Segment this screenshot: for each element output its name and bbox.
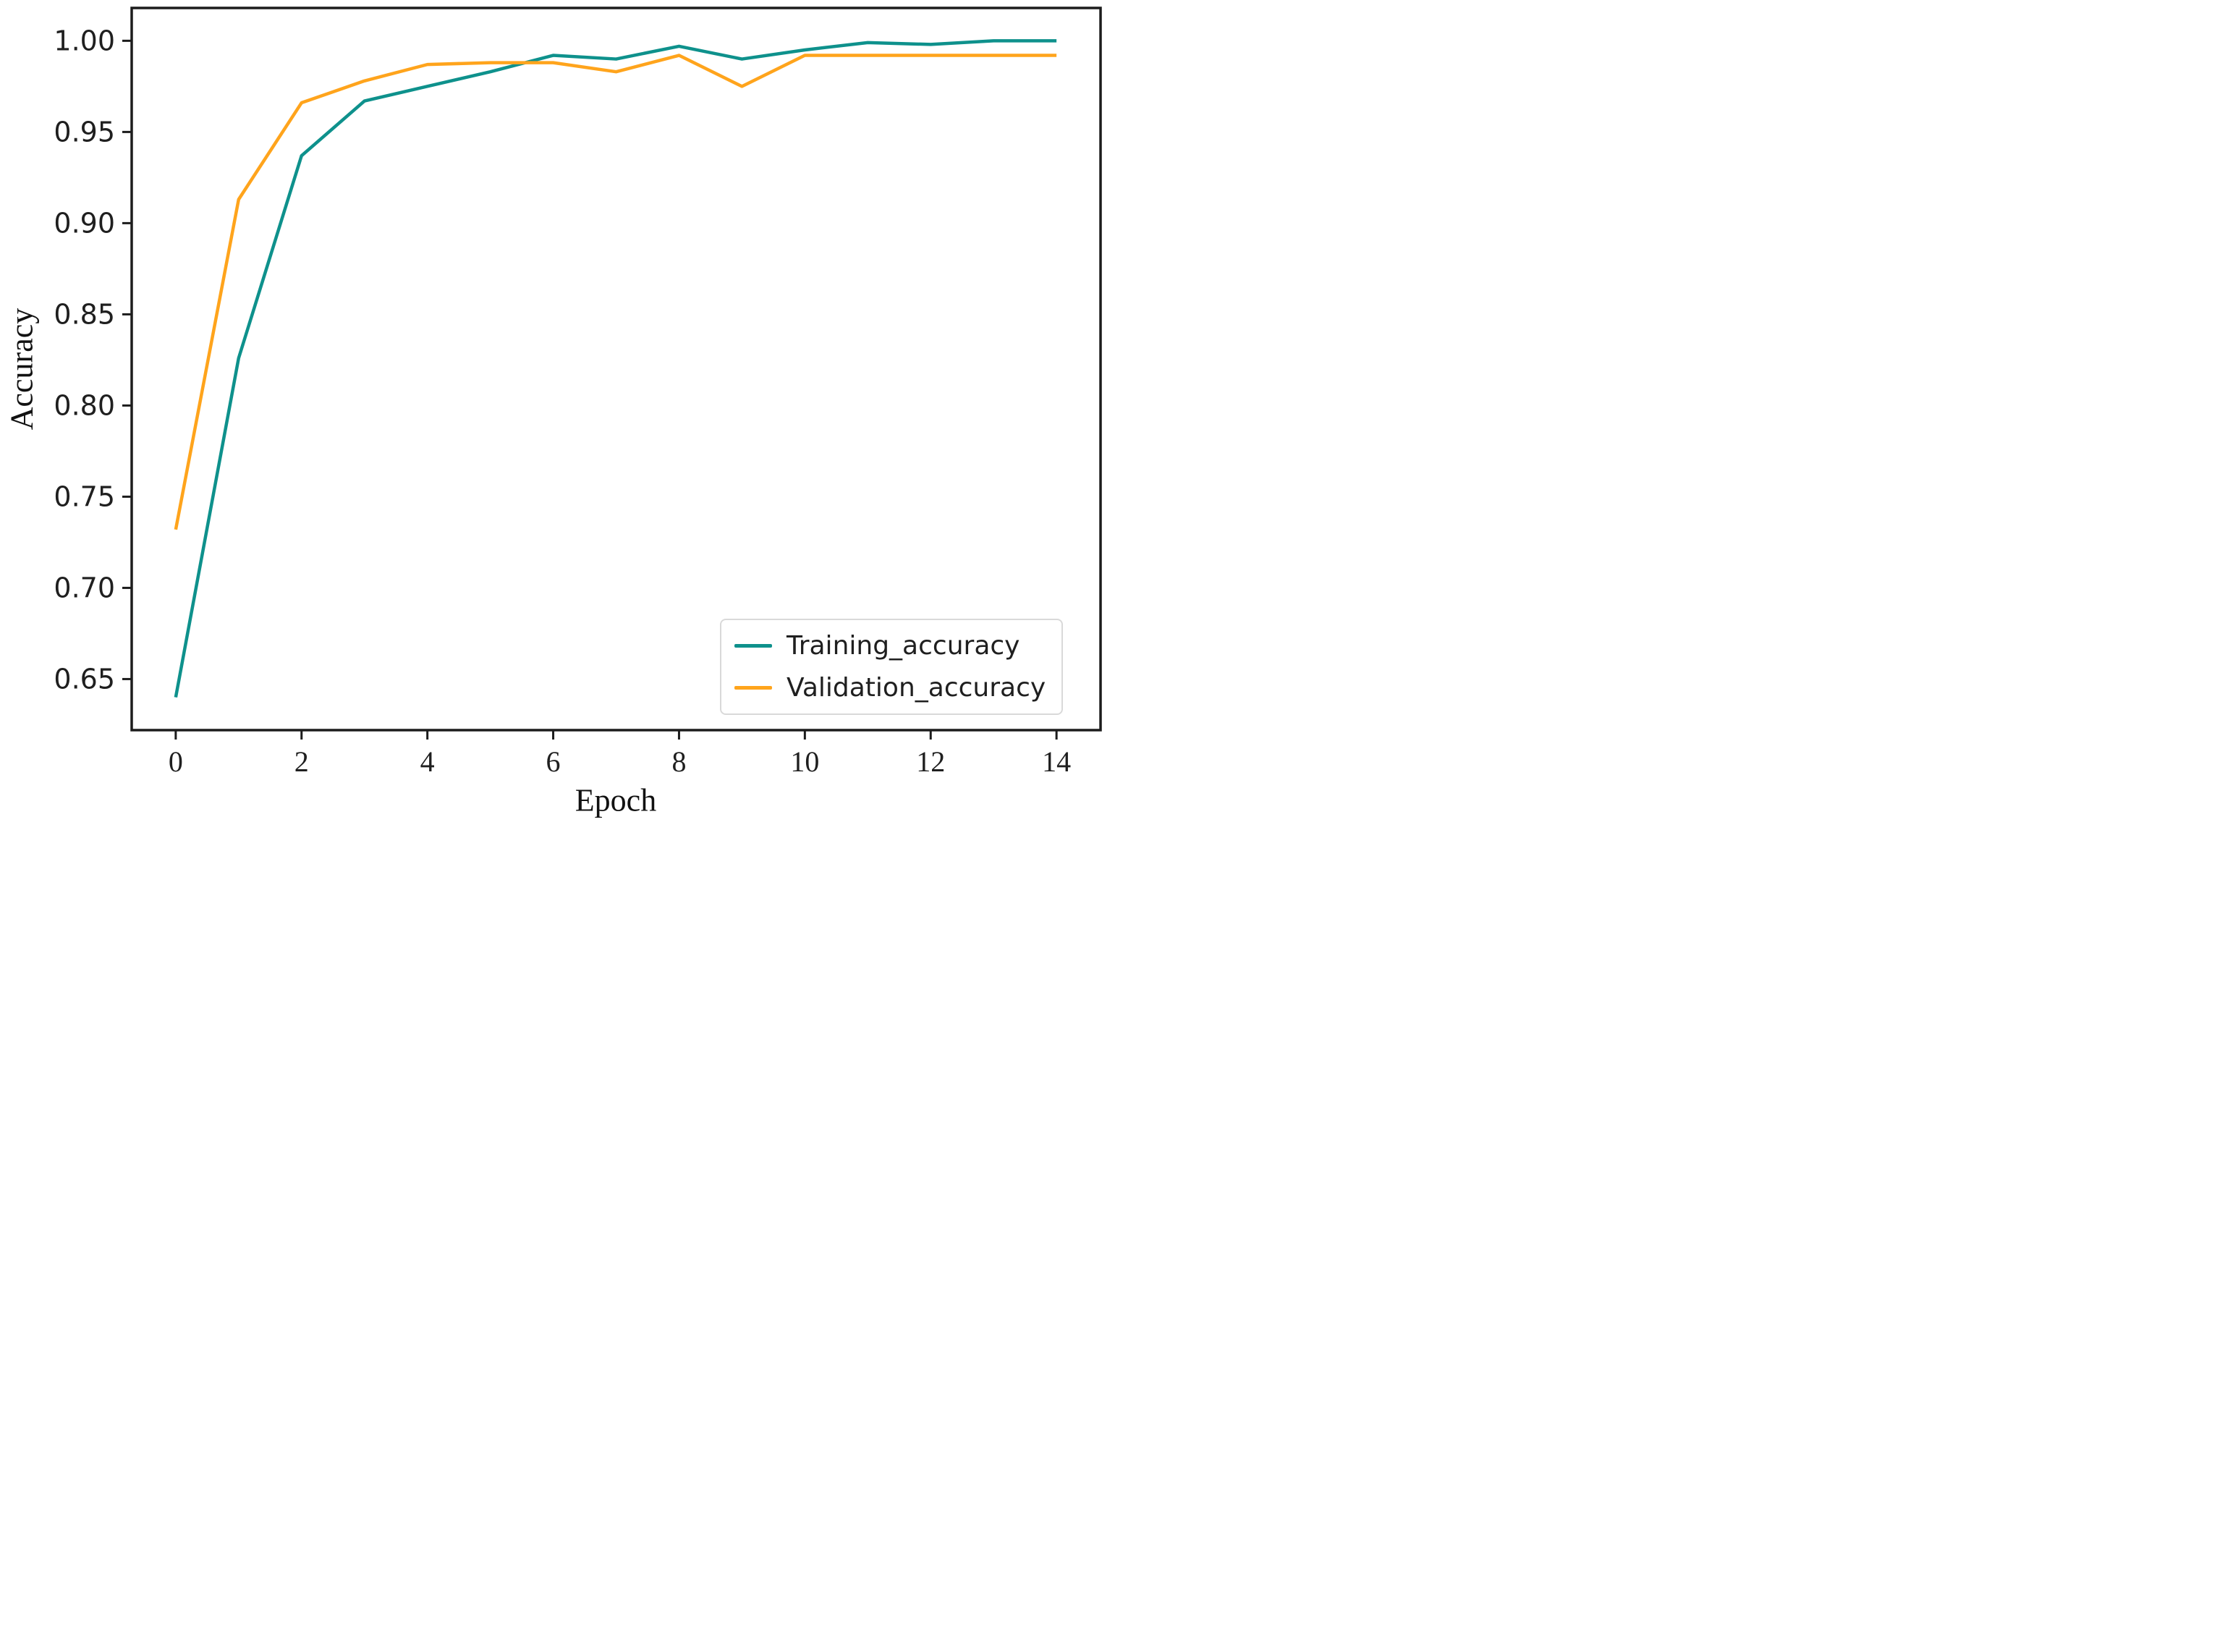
x-tick-label: 12 bbox=[916, 745, 945, 778]
x-tick-label: 0 bbox=[169, 745, 183, 778]
x-axis-label: Epoch bbox=[575, 782, 656, 819]
training-accuracy-line bbox=[174, 39, 1057, 698]
y-tick-label: 0.90 bbox=[54, 207, 115, 239]
legend-item-training: Training_accuracy bbox=[734, 632, 1046, 661]
y-tick-label: 0.65 bbox=[54, 663, 115, 695]
validation-accuracy-swatch bbox=[734, 685, 772, 690]
x-tick-label: 6 bbox=[546, 745, 561, 778]
accuracy-figure: 0 2 4 6 8 10 12 14 0.65 0.70 0.75 0.80 0.85 0.90 0.95 1… bbox=[0, 0, 1108, 826]
line-chart-plot: 0 2 4 6 8 10 12 14 0.65 0.70 0.75 0.80 0.85 0.90 0.95 1… bbox=[54, 7, 1102, 778]
y-tick-label: 0.85 bbox=[54, 298, 115, 330]
y-tick-label: 0.70 bbox=[54, 572, 115, 603]
legend-item-validation: Validation_accuracy bbox=[734, 672, 1046, 703]
y-tick-label: 0.80 bbox=[54, 389, 115, 421]
training-accuracy-label: Training_accuracy bbox=[787, 631, 1020, 661]
x-tick-label: 8 bbox=[671, 745, 686, 778]
legend: Training_accuracy Validation_accuracy bbox=[720, 619, 1064, 716]
x-tick-label: 10 bbox=[790, 745, 819, 778]
y-axis-label-text: Accuracy bbox=[4, 308, 40, 431]
validation-accuracy-line bbox=[174, 54, 1057, 530]
training-accuracy-swatch bbox=[734, 644, 772, 648]
y-tick-label: 0.95 bbox=[54, 116, 115, 148]
x-axis-label-text: Epoch bbox=[575, 782, 657, 818]
x-tick-label: 14 bbox=[1042, 745, 1071, 778]
x-tick-label: 4 bbox=[420, 745, 435, 778]
x-tick-label: 2 bbox=[294, 745, 309, 778]
plot-border bbox=[130, 7, 1102, 732]
y-tick-label: 1.00 bbox=[54, 25, 115, 56]
y-axis-label: Accuracy bbox=[4, 308, 41, 431]
y-tick-label: 0.75 bbox=[54, 480, 115, 512]
validation-accuracy-label: Validation_accuracy bbox=[787, 672, 1046, 703]
